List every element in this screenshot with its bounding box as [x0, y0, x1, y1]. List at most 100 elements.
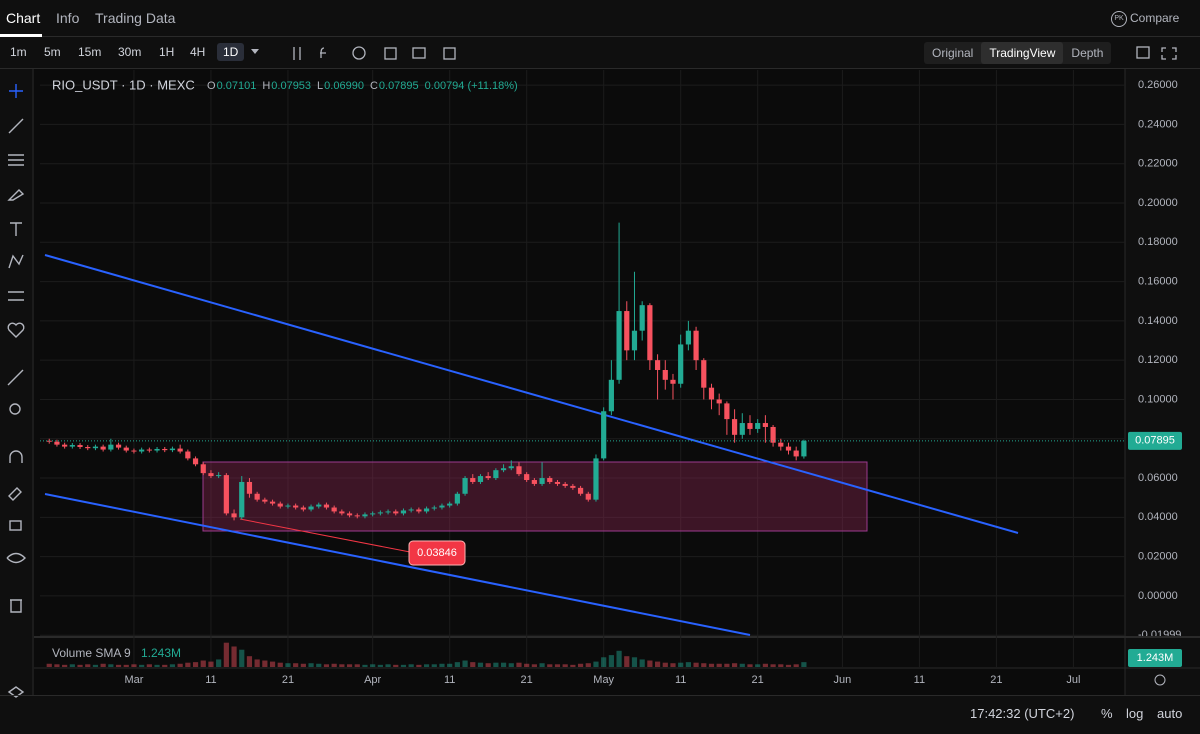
candles	[46, 222, 807, 521]
volume-bar	[400, 664, 407, 667]
text-tool[interactable]	[10, 222, 22, 236]
replay-icon[interactable]	[443, 47, 456, 60]
interval[interactable]: 1m	[10, 45, 27, 59]
scale-option[interactable]: %	[1101, 706, 1113, 721]
interval[interactable]: 5m	[44, 45, 61, 59]
drawing-tools[interactable]	[6, 84, 26, 698]
candle-body	[54, 441, 60, 445]
volume-bar	[670, 663, 676, 667]
volume-bar	[393, 664, 399, 667]
volume-bar	[370, 664, 376, 667]
prediction-tool[interactable]	[8, 291, 24, 301]
magnet-tool[interactable]	[9, 450, 23, 463]
last-price-label: 0.07895	[1135, 435, 1175, 447]
status-bar: 17:42:32 (UTC+2) % log auto	[0, 695, 1200, 734]
candle-body	[423, 508, 430, 512]
candle-body	[377, 512, 383, 514]
volume-bar	[346, 664, 353, 667]
alert-icon[interactable]	[352, 46, 366, 60]
dropdown-icon[interactable]	[251, 49, 259, 54]
volume-bar	[354, 664, 360, 667]
symbol: RIO_USDT · 1D · MEXC	[52, 77, 195, 92]
layout-icon[interactable]	[1136, 46, 1150, 59]
line-tool[interactable]	[8, 118, 24, 134]
volume-bar	[69, 664, 75, 667]
low-annotation-box	[408, 540, 466, 566]
interval-bar: 1m 5m 15m 30m 1H 4H 1D Original TradingV…	[0, 38, 1200, 69]
view[interactable]: TradingView	[981, 42, 1064, 64]
brush-tool[interactable]	[7, 189, 25, 201]
last-price-box	[1128, 431, 1182, 450]
interval[interactable]: 30m	[118, 45, 142, 59]
delete-tool[interactable]	[10, 599, 22, 613]
volume-bar	[246, 656, 253, 667]
volume-bar	[416, 664, 422, 667]
tab[interactable]: Info	[56, 10, 80, 26]
scale-option[interactable]: log	[1126, 706, 1144, 721]
interval[interactable]: 15m	[78, 45, 102, 59]
fib-tool[interactable]	[8, 154, 24, 166]
volume-bar	[608, 655, 614, 667]
icon-tool[interactable]	[7, 322, 25, 338]
volume-bar	[269, 661, 276, 667]
compare-badge[interactable]: PK	[1111, 11, 1127, 27]
fullscreen-icon[interactable]	[1161, 47, 1177, 60]
candle-body	[308, 506, 314, 510]
volume-bar	[285, 663, 291, 667]
hide-tool[interactable]	[6, 552, 26, 564]
interval[interactable]: 1H	[159, 45, 175, 59]
settings-icon[interactable]	[1154, 674, 1166, 686]
interval[interactable]: 1D	[217, 43, 245, 61]
volume-bar	[631, 657, 638, 667]
volume-bar	[778, 664, 784, 667]
volume-bar	[716, 663, 722, 667]
crosshair-tool[interactable]	[9, 84, 23, 98]
legend-key: O	[207, 80, 216, 92]
volume-bar	[46, 663, 52, 667]
snapshot-icon[interactable]	[412, 47, 426, 59]
y-tick-label: 0.06000	[1138, 472, 1178, 484]
view[interactable]: Depth	[1071, 46, 1104, 60]
volume-bar	[601, 657, 607, 667]
zoom-tool[interactable]	[9, 403, 21, 415]
interval[interactable]: 4H	[190, 45, 206, 59]
candle-body	[169, 448, 176, 451]
x-tick-label: 21	[521, 674, 533, 686]
x-tick-label: 21	[752, 674, 764, 686]
candle-body	[547, 478, 553, 482]
candle-body	[801, 440, 807, 457]
candle-body	[470, 478, 476, 482]
ruler-tool[interactable]	[7, 369, 24, 386]
candle-icon[interactable]	[293, 47, 301, 60]
x-tick-label: Jul	[1066, 674, 1080, 686]
pattern-tool[interactable]	[8, 254, 24, 269]
volume-bar	[200, 660, 206, 667]
view[interactable]: Original	[932, 46, 974, 60]
volume-bar	[454, 662, 460, 667]
volume-bar	[793, 664, 799, 667]
volume-bar	[785, 664, 792, 667]
indicator-icon[interactable]	[320, 47, 326, 58]
candle-body	[385, 511, 391, 513]
lock-tool[interactable]	[9, 520, 22, 531]
volume-bar	[162, 664, 168, 667]
candle-body	[485, 476, 491, 479]
volume-bar	[293, 663, 299, 667]
tab[interactable]: Trading Data	[95, 10, 176, 26]
y-tick-label: 0.18000	[1138, 236, 1178, 248]
candle-body	[254, 493, 260, 500]
compare[interactable]: Compare	[1130, 11, 1180, 25]
volume-bar	[431, 664, 437, 667]
volume-bar	[531, 664, 537, 667]
scale-option[interactable]: auto	[1157, 706, 1183, 721]
candle-body	[346, 513, 353, 516]
volume-bar	[462, 660, 468, 667]
y-tick-label: 0.04000	[1138, 511, 1178, 523]
tab[interactable]: Chart	[6, 10, 41, 26]
volume-bar	[323, 664, 330, 667]
volume-bar	[647, 660, 653, 667]
legend-value: 0.07101	[217, 80, 257, 92]
template-icon[interactable]	[384, 47, 397, 60]
stay-draw-tool[interactable]	[8, 487, 22, 501]
